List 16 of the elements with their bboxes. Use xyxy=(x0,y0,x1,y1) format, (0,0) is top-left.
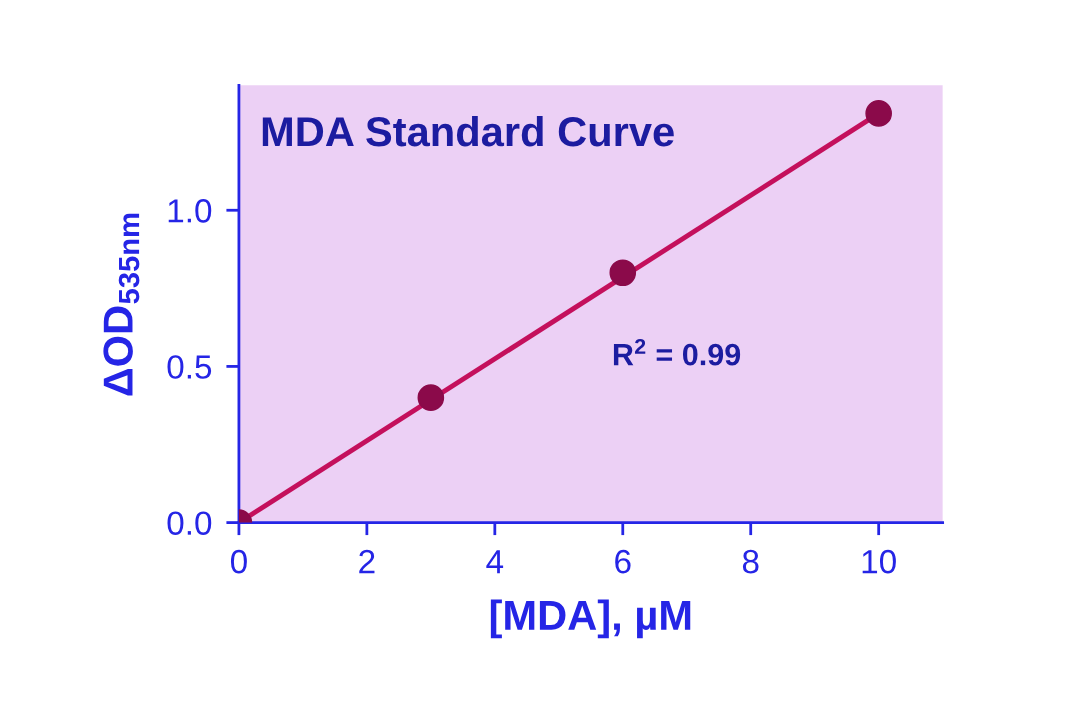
x-tick-label: 4 xyxy=(486,550,504,574)
x-tick-label: 0 xyxy=(230,549,247,574)
point xyxy=(865,100,892,127)
point xyxy=(609,259,637,287)
annotation: R$^{2}$ = 0.99 xyxy=(613,338,741,366)
x-tick-label: 8 xyxy=(742,549,759,574)
y-tick-label: 1.0 xyxy=(168,199,212,223)
point xyxy=(417,384,445,411)
x-axis-title: [MDA], µM xyxy=(490,599,691,639)
x-tick-label: 6 xyxy=(615,549,631,574)
y-axis-title: ΔOD$_{535nm}$ xyxy=(103,213,140,396)
x-tick-label: 10 xyxy=(862,549,896,574)
y-tick-label: 0.0 xyxy=(167,511,212,535)
x-tick-label: 2 xyxy=(359,549,375,574)
text: MDA Standard Curve xyxy=(262,115,674,147)
y-tick-label: 0.5 xyxy=(167,355,212,379)
